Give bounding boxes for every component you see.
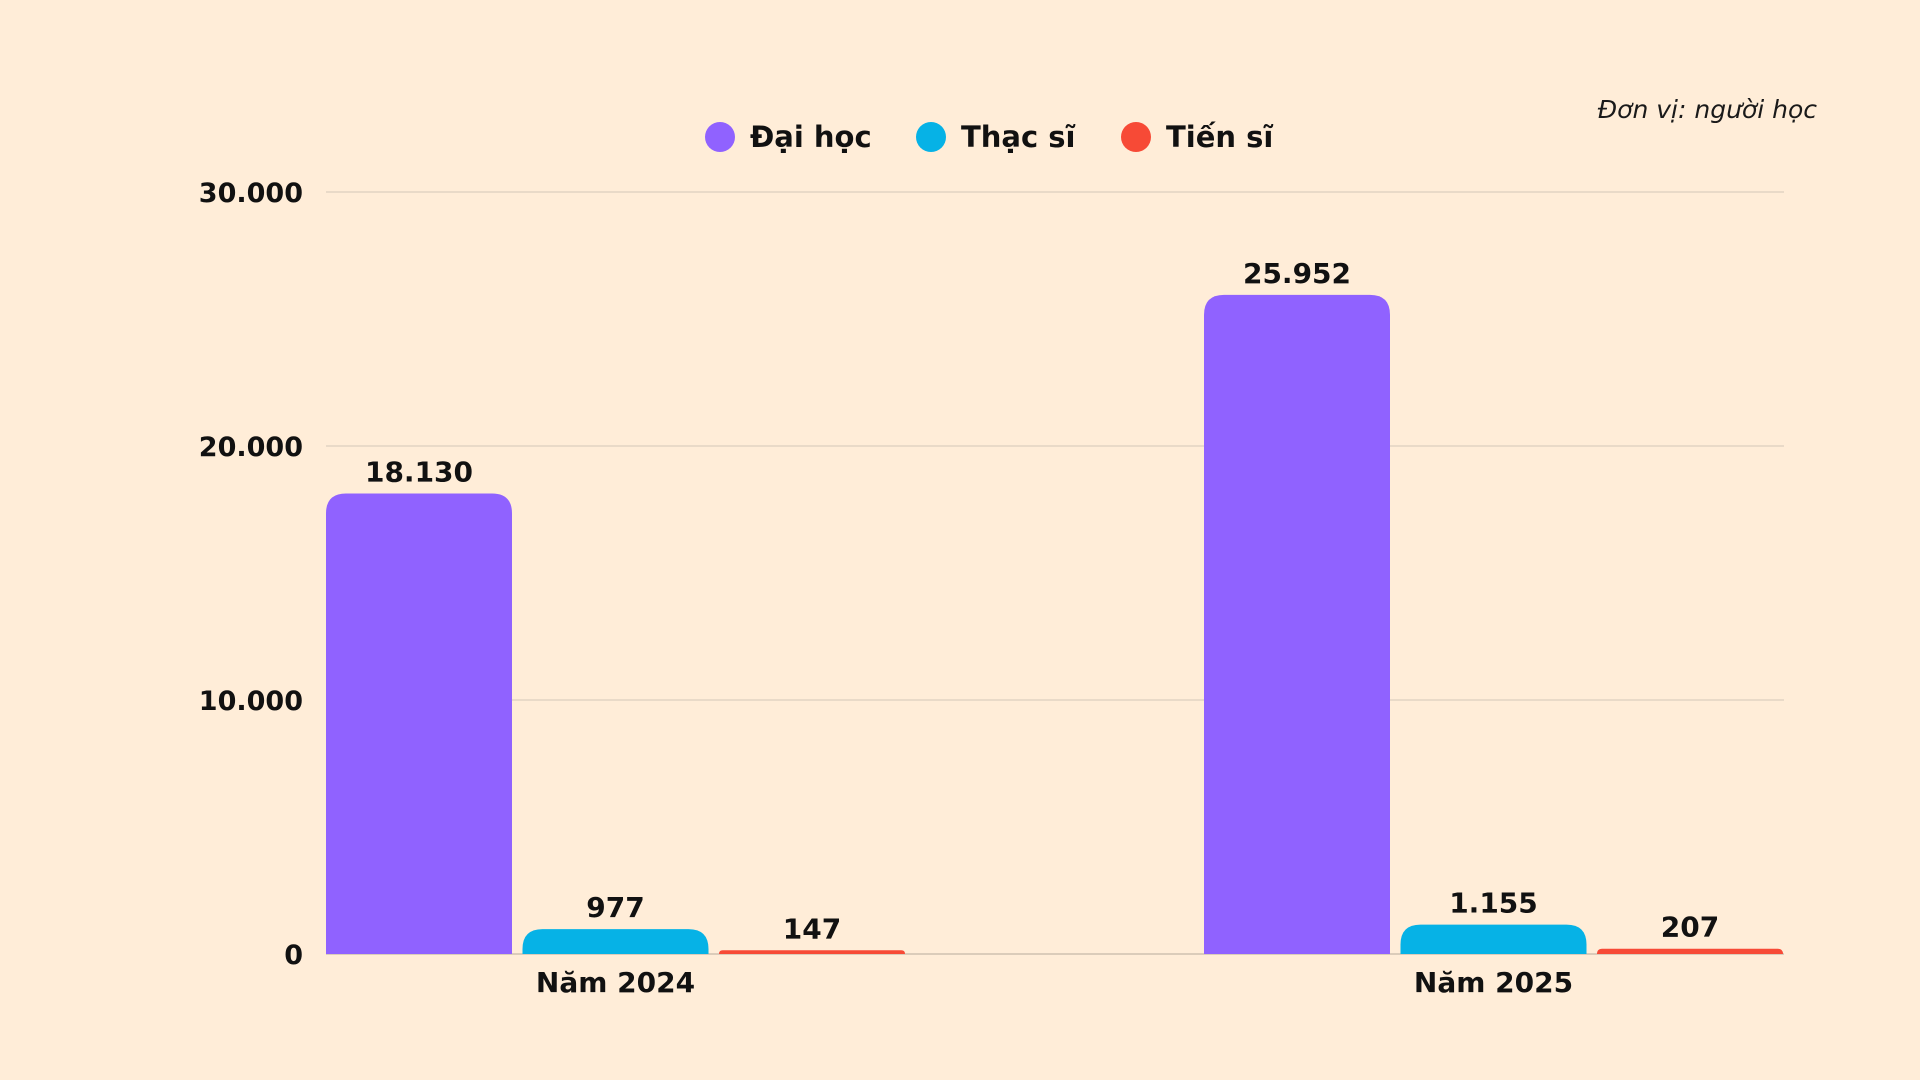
value-label-2-3: 207 [1661, 911, 1719, 944]
value-label-1-3: 147 [783, 912, 841, 945]
legend-label-1: Đại học [750, 120, 872, 154]
legend-label-2: Thạc sĩ [961, 120, 1076, 154]
x-axis: Năm 2024 Năm 2025 [536, 966, 1573, 999]
value-label-2-2: 1.155 [1449, 887, 1538, 920]
bars [326, 294, 1783, 954]
y-tick-label-2: 20.000 [199, 432, 303, 463]
bar-1-1 [326, 493, 512, 954]
value-label-1-2: 977 [586, 891, 644, 924]
bar-1-3 [719, 950, 905, 954]
y-tick-label-3: 30.000 [199, 178, 303, 209]
bar-2-2 [1400, 924, 1587, 954]
legend-marker-3 [1121, 122, 1151, 152]
x-category-label-2: Năm 2025 [1414, 966, 1573, 999]
legend-marker-2 [916, 122, 946, 152]
legend: Đại học Thạc sĩ Tiến sĩ [705, 120, 1273, 154]
value-label-2-1: 25.952 [1243, 257, 1351, 290]
bar-1-2 [522, 929, 709, 954]
x-category-label-1: Năm 2024 [536, 966, 695, 999]
y-axis: 0 10.000 20.000 30.000 [199, 178, 303, 971]
legend-marker-1 [705, 122, 735, 152]
value-label-1-1: 18.130 [365, 455, 473, 488]
y-tick-label-1: 10.000 [199, 686, 303, 717]
gridlines [326, 191, 1784, 955]
legend-label-3: Tiến sĩ [1166, 120, 1273, 154]
unit-label: Đơn vị: người học [1598, 95, 1817, 124]
bar-2-3 [1597, 948, 1783, 954]
y-tick-label-0: 0 [284, 940, 303, 971]
bar-2-1 [1204, 294, 1390, 954]
value-labels: 18.130 977 147 25.952 1.155 207 [365, 257, 1719, 945]
